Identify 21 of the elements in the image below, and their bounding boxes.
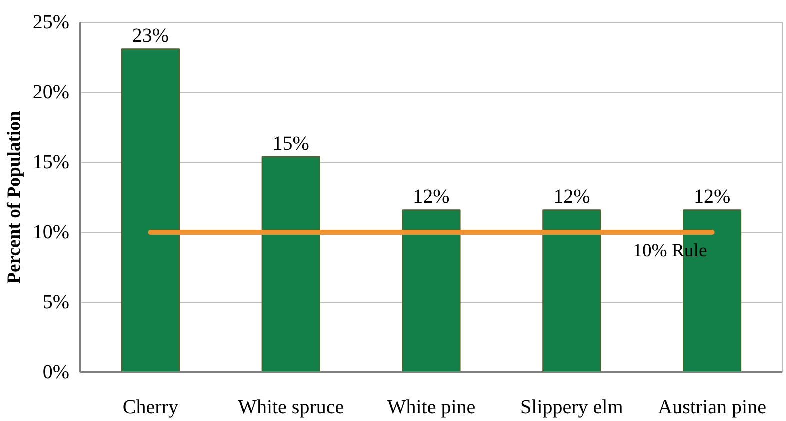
y-tick-label: 5% bbox=[42, 292, 70, 314]
bar bbox=[542, 210, 602, 372]
x-tick-label: White spruce bbox=[238, 396, 344, 418]
y-axis-title: Percent of Population bbox=[4, 110, 25, 284]
y-tick-label: 25% bbox=[32, 12, 70, 34]
data-label: 12% bbox=[413, 186, 450, 208]
y-tick-label: 0% bbox=[42, 362, 70, 384]
data-label: 12% bbox=[554, 186, 590, 208]
x-tick-label: Cherry bbox=[122, 396, 178, 418]
bar bbox=[262, 156, 320, 372]
data-label: 23% bbox=[132, 25, 170, 48]
x-tick-label: Austrian pine bbox=[658, 396, 767, 418]
x-tick-label: White pine bbox=[387, 396, 476, 418]
y-tick-label: 10% bbox=[32, 222, 70, 244]
x-tick-label: Slippery elm bbox=[520, 396, 624, 418]
y-tick-label: 15% bbox=[32, 152, 70, 174]
data-label: 15% bbox=[272, 132, 310, 155]
y-tick-label: 20% bbox=[32, 82, 70, 104]
bar bbox=[121, 48, 180, 372]
data-label: 12% bbox=[694, 186, 731, 208]
bar bbox=[402, 210, 461, 372]
